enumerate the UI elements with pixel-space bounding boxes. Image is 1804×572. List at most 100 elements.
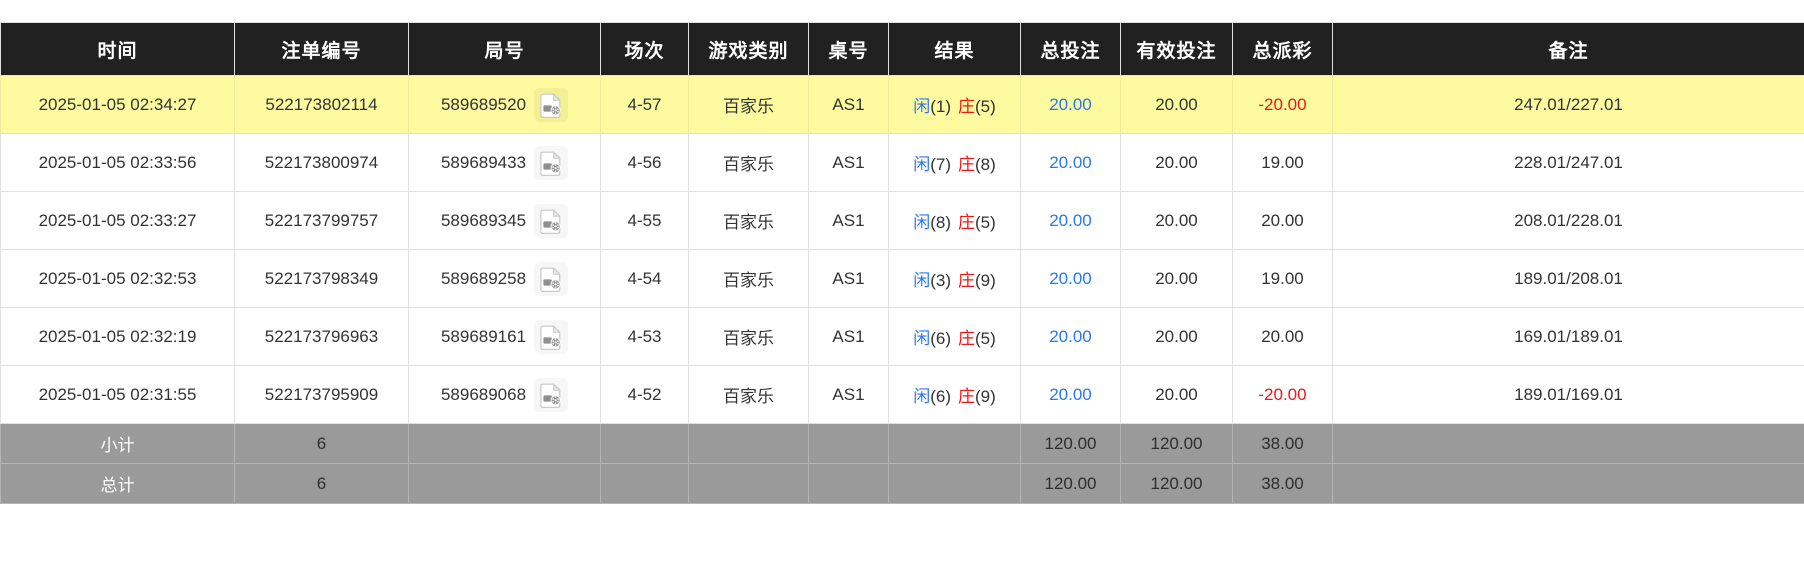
result-player-value: (8)	[930, 213, 951, 232]
column-header-remark[interactable]: 备注	[1332, 22, 1804, 76]
video-replay-icon[interactable]	[534, 262, 568, 296]
cell-table-no: AS1	[808, 307, 889, 366]
column-header-game-type[interactable]: 游戏类别	[688, 22, 809, 76]
summary-total-bet: 120.00	[1020, 463, 1121, 504]
cell-result: 闲(1) 庄(5)	[888, 75, 1021, 134]
cell-table-no: AS1	[808, 249, 889, 308]
cell-payout: 20.00	[1232, 191, 1333, 250]
column-header-table-no[interactable]: 桌号	[808, 22, 889, 76]
round-no-text: 589689068	[440, 384, 527, 404]
cell-total-bet[interactable]: 20.00	[1020, 249, 1121, 308]
cell-game-type: 百家乐	[688, 75, 809, 134]
result-banker-value: (9)	[975, 387, 996, 406]
cell-remark: 247.01/227.01	[1332, 75, 1804, 134]
cell-round-no: 589689258	[408, 249, 601, 308]
summary-blank-round-no	[408, 423, 601, 464]
cell-valid-bet: 20.00	[1120, 307, 1233, 366]
cell-round-no: 589689520	[408, 75, 601, 134]
table-row[interactable]: 2025-01-05 02:33:56 522173800974 5896894…	[0, 133, 1804, 192]
result-banker-label: 庄	[958, 97, 975, 116]
table-row[interactable]: 2025-01-05 02:33:27 522173799757 5896893…	[0, 191, 1804, 250]
summary-payout: 38.00	[1232, 423, 1333, 464]
summary-blank-remark	[1332, 423, 1804, 464]
cell-remark: 228.01/247.01	[1332, 133, 1804, 192]
cell-order-no: 522173796963	[234, 307, 409, 366]
summary-valid-bet: 120.00	[1120, 463, 1233, 504]
cell-order-no: 522173800974	[234, 133, 409, 192]
summary-blank-table-no	[808, 463, 889, 504]
video-replay-icon[interactable]	[534, 87, 569, 122]
table-header: 时间 注单编号 局号 场次 游戏类别 桌号 结果 总投注 有效投注 总派彩 备注	[0, 22, 1804, 76]
summary-count: 6	[234, 423, 409, 464]
cell-valid-bet: 20.00	[1120, 249, 1233, 308]
cell-payout: -20.00	[1232, 75, 1333, 134]
column-header-round-no[interactable]: 局号	[408, 22, 601, 76]
cell-total-bet[interactable]: 20.00	[1020, 365, 1121, 424]
result-player-value: (3)	[930, 271, 951, 290]
column-header-order-no[interactable]: 注单编号	[234, 22, 409, 76]
cell-game-type: 百家乐	[688, 365, 809, 424]
cell-result: 闲(6) 庄(9)	[888, 365, 1021, 424]
summary-blank-remark	[1332, 463, 1804, 504]
cell-result: 闲(3) 庄(9)	[888, 249, 1021, 308]
table-row[interactable]: 2025-01-05 02:32:19 522173796963 5896891…	[0, 307, 1804, 366]
result-banker-value: (8)	[975, 155, 996, 174]
cell-order-no: 522173795909	[234, 365, 409, 424]
cell-payout: -20.00	[1232, 365, 1333, 424]
cell-payout: 19.00	[1232, 249, 1333, 308]
cell-total-bet[interactable]: 20.00	[1020, 307, 1121, 366]
video-replay-icon[interactable]	[534, 378, 568, 412]
cell-game-type: 百家乐	[688, 307, 809, 366]
cell-valid-bet: 20.00	[1120, 75, 1233, 134]
cell-table-no: AS1	[808, 365, 889, 424]
cell-valid-bet: 20.00	[1120, 191, 1233, 250]
result-banker-label: 庄	[958, 387, 975, 406]
cell-remark: 208.01/228.01	[1332, 191, 1804, 250]
cell-game-type: 百家乐	[688, 191, 809, 250]
result-banker-label: 庄	[958, 155, 975, 174]
header-row: 时间 注单编号 局号 场次 游戏类别 桌号 结果 总投注 有效投注 总派彩 备注	[0, 22, 1804, 76]
summary-count: 6	[234, 463, 409, 504]
column-header-total-bet[interactable]: 总投注	[1020, 22, 1121, 76]
cell-total-bet[interactable]: 20.00	[1020, 191, 1121, 250]
cell-order-no: 522173802114	[234, 75, 409, 134]
summary-payout: 38.00	[1232, 463, 1333, 504]
cell-total-bet[interactable]: 20.00	[1020, 133, 1121, 192]
summary-blank-result	[888, 423, 1021, 464]
column-header-result[interactable]: 结果	[888, 22, 1021, 76]
column-header-session[interactable]: 场次	[600, 22, 689, 76]
table-row[interactable]: 2025-01-05 02:31:55 522173795909 5896890…	[0, 365, 1804, 424]
cell-table-no: AS1	[808, 133, 889, 192]
video-replay-icon[interactable]	[534, 146, 568, 180]
column-header-payout[interactable]: 总派彩	[1232, 22, 1333, 76]
cell-remark: 169.01/189.01	[1332, 307, 1804, 366]
cell-time: 2025-01-05 02:33:56	[0, 133, 235, 192]
result-banker-value: (5)	[975, 213, 996, 232]
column-header-valid-bet[interactable]: 有效投注	[1120, 22, 1233, 76]
cell-round-no: 589689433	[408, 133, 601, 192]
result-player-value: (6)	[930, 387, 951, 406]
result-banker-value: (9)	[975, 271, 996, 290]
cell-result: 闲(6) 庄(5)	[888, 307, 1021, 366]
round-no-text: 589689161	[440, 326, 527, 346]
column-header-time[interactable]: 时间	[0, 22, 235, 76]
video-replay-icon[interactable]	[534, 320, 568, 354]
result-player-label: 闲	[913, 271, 931, 290]
cell-time: 2025-01-05 02:32:53	[0, 249, 235, 308]
summary-row: 小计 6 120.00 120.00 38.00	[0, 423, 1804, 464]
round-no-text: 589689258	[440, 268, 527, 288]
cell-payout: 19.00	[1232, 133, 1333, 192]
round-no-text: 589689345	[440, 210, 527, 230]
cell-total-bet[interactable]: 20.00	[1020, 75, 1121, 134]
cell-game-type: 百家乐	[688, 249, 809, 308]
result-banker-label: 庄	[958, 213, 975, 232]
table-row[interactable]: 2025-01-05 02:32:53 522173798349 5896892…	[0, 249, 1804, 308]
video-replay-icon[interactable]	[534, 204, 568, 238]
cell-time: 2025-01-05 02:32:19	[0, 307, 235, 366]
result-player-label: 闲	[913, 97, 931, 116]
cell-remark: 189.01/208.01	[1332, 249, 1804, 308]
cell-table-no: AS1	[808, 75, 889, 134]
cell-session: 4-56	[600, 133, 689, 192]
cell-time: 2025-01-05 02:34:27	[0, 75, 235, 134]
table-row[interactable]: 2025-01-05 02:34:27 522173802114 5896895…	[0, 75, 1804, 134]
